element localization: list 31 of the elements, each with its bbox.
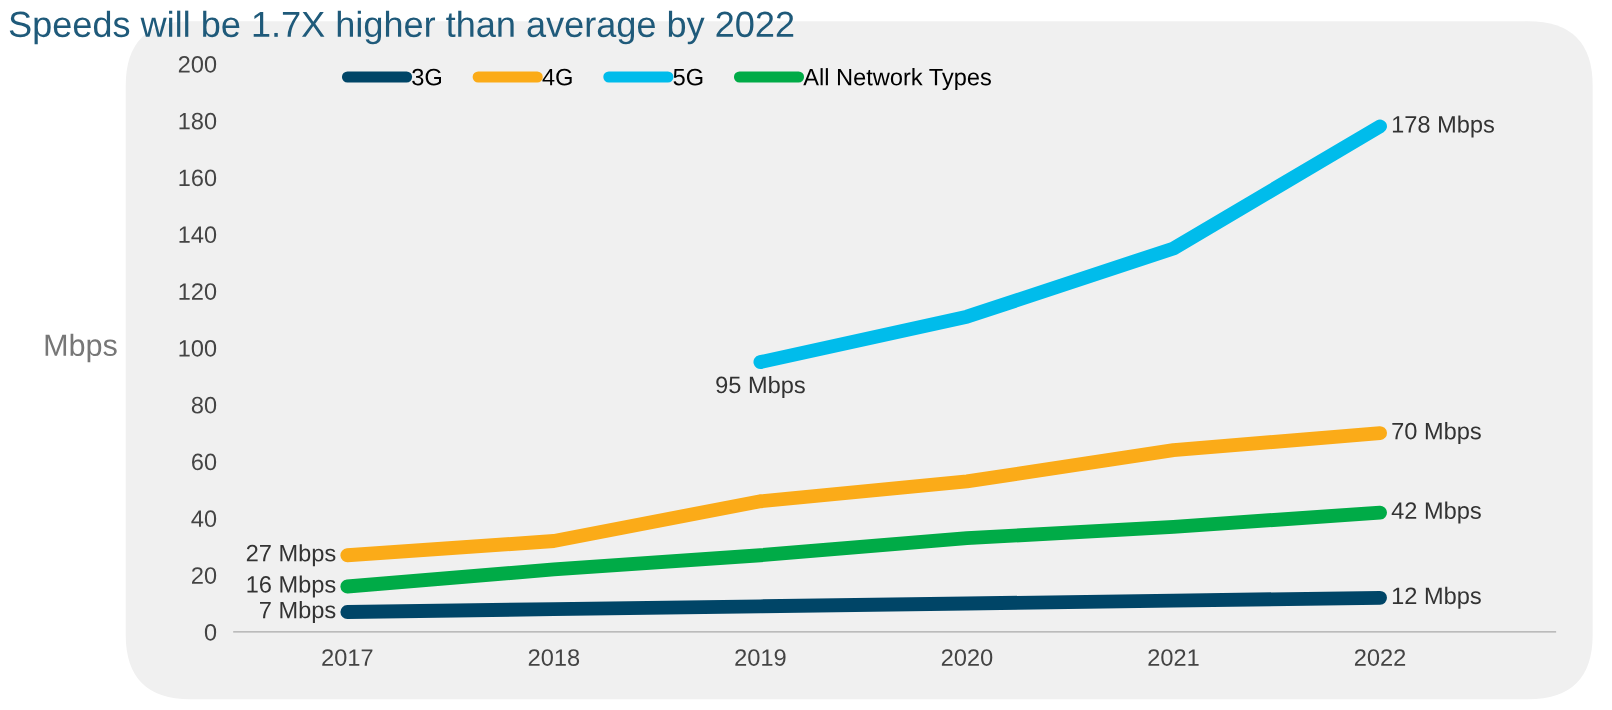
data-label: 70 Mbps	[1392, 422, 1481, 445]
x-tick-label: 2018	[528, 649, 580, 666]
data-label: 95 Mbps	[716, 375, 805, 398]
data-label: 12 Mbps	[1392, 586, 1481, 609]
legend-label: 5G	[673, 68, 703, 86]
y-tick-label: 40	[191, 510, 217, 528]
legend-label: All Network Types	[803, 68, 991, 91]
data-label: 27 Mbps	[246, 544, 336, 567]
x-tick-label: 2020	[941, 649, 993, 666]
data-label: 7 Mbps	[260, 601, 336, 624]
x-tick-label: 2022	[1354, 649, 1406, 666]
y-tick-label: 100	[179, 339, 217, 357]
y-tick-label: 0	[204, 623, 217, 641]
y-tick-label: 160	[179, 169, 217, 187]
y-tick-label: 200	[178, 55, 217, 73]
x-tick-label: 2017	[322, 649, 373, 666]
y-tick-label: 60	[192, 453, 217, 471]
x-tick-label: 2021	[1148, 649, 1199, 666]
y-tick-label: 180	[179, 112, 217, 130]
data-label: 42 Mbps	[1391, 501, 1481, 524]
y-tick-label: 20	[192, 567, 217, 584]
chart-title: Speeds will be 1.7X higher than average by 2022	[9, 10, 794, 45]
data-label: 16 Mbps	[247, 575, 336, 598]
data-label: 178 Mbps	[1392, 115, 1494, 138]
y-axis-title: Mbps	[45, 333, 117, 363]
y-tick-label: 120	[179, 283, 217, 300]
y-tick-label: 140	[179, 226, 217, 244]
y-tick-label: 80	[191, 396, 217, 414]
x-tick-label: 2019	[735, 649, 786, 666]
legend-label: 4G	[542, 68, 572, 86]
legend-label: 3G	[412, 68, 441, 86]
